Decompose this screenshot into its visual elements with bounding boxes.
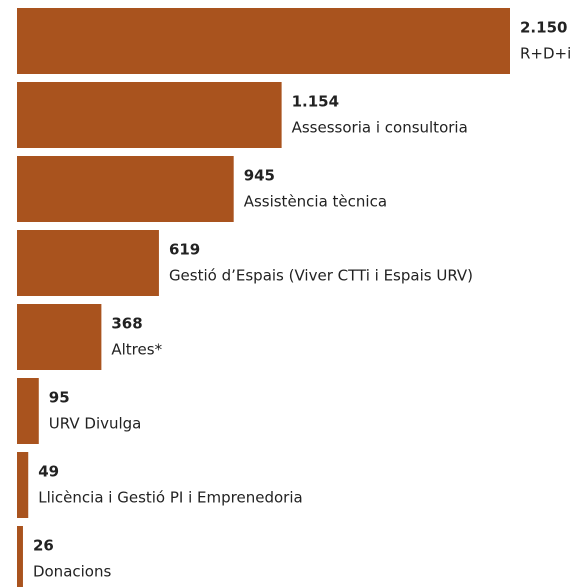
category-label: URV Divulga bbox=[49, 415, 142, 433]
value-label: 95 bbox=[49, 389, 70, 407]
category-label: Altres* bbox=[111, 341, 162, 359]
value-label: 26 bbox=[33, 537, 54, 555]
bar bbox=[17, 526, 23, 587]
value-label: 2.150 bbox=[520, 19, 567, 37]
value-label: 619 bbox=[169, 241, 200, 259]
bar bbox=[17, 156, 234, 222]
bar bbox=[17, 452, 29, 518]
category-label: R+D+i bbox=[520, 45, 571, 63]
value-label: 1.154 bbox=[292, 93, 339, 111]
bar bbox=[17, 230, 159, 296]
category-label: Assistència tècnica bbox=[244, 193, 387, 211]
category-label: Gestió d’Espais (Viver CTTi i Espais URV… bbox=[169, 267, 473, 285]
value-label: 49 bbox=[38, 463, 59, 481]
category-label: Assessoria i consultoria bbox=[292, 119, 468, 137]
category-label: Llicència i Gestió PI i Emprenedoria bbox=[38, 489, 302, 507]
bar bbox=[17, 378, 39, 444]
bar bbox=[17, 8, 510, 74]
bar bbox=[17, 82, 282, 148]
value-label: 945 bbox=[244, 167, 275, 185]
bar bbox=[17, 304, 102, 370]
category-label: Donacions bbox=[33, 563, 112, 581]
value-label: 368 bbox=[111, 315, 142, 333]
